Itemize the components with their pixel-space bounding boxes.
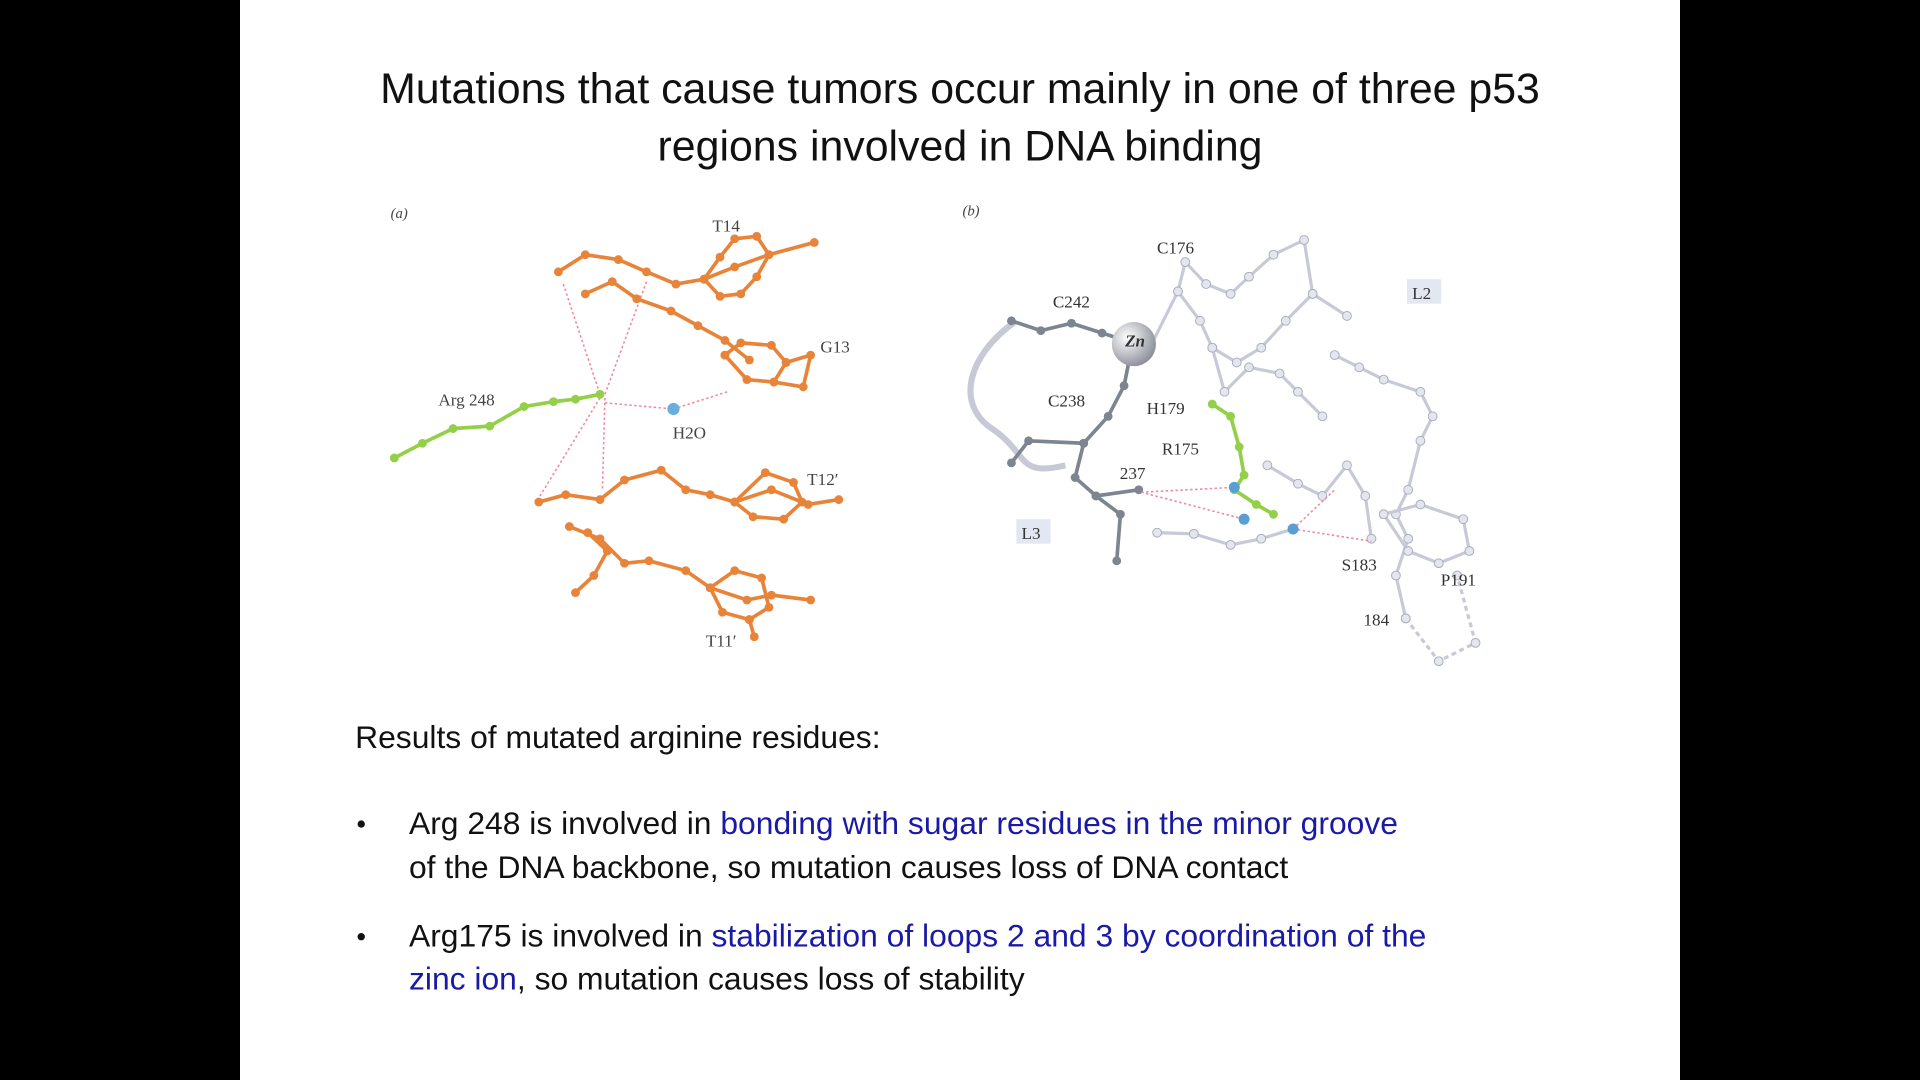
text-segment: bonding with sugar residues in the minor… bbox=[720, 805, 1398, 841]
molecule-a bbox=[389, 231, 844, 642]
heading: Results of mutated arginine residues: bbox=[355, 719, 880, 755]
molecule-label: P191 bbox=[1441, 570, 1476, 589]
molecule-label: T12′ bbox=[807, 470, 838, 489]
title-line: Mutations that cause tumors occur mainly… bbox=[380, 65, 1540, 113]
molecule-label: G13 bbox=[820, 338, 850, 357]
molecule-label: 184 bbox=[1363, 611, 1389, 630]
bullet-line: Arg 248 is involved in bonding with suga… bbox=[409, 805, 1398, 841]
molecule-label: C242 bbox=[1053, 292, 1090, 311]
molecule-label: L3 bbox=[1022, 524, 1041, 543]
molecule-label: T11′ bbox=[706, 632, 737, 651]
molecule-label: L2 bbox=[1412, 284, 1431, 303]
text-segment: Arg 248 is involved in bbox=[409, 805, 720, 841]
panel-label: (b) bbox=[962, 204, 979, 220]
molecule-label: S183 bbox=[1342, 556, 1377, 575]
panel-label: (a) bbox=[391, 206, 408, 222]
bullet-line: of the DNA backbone, so mutation causes … bbox=[409, 849, 1288, 885]
title-line: regions involved in DNA binding bbox=[658, 122, 1263, 170]
text-segment: of the DNA backbone, so mutation causes … bbox=[409, 849, 1288, 885]
molecule-b bbox=[967, 235, 1481, 667]
molecule-label: C176 bbox=[1157, 238, 1195, 257]
bullet-line: Arg175 is involved in stabilization of l… bbox=[409, 918, 1426, 954]
text-segment: Arg175 is involved in bbox=[409, 918, 712, 954]
text-segment: , so mutation causes loss of stability bbox=[517, 960, 1025, 996]
text-segment: zinc ion bbox=[409, 960, 517, 996]
bullet-dot bbox=[357, 933, 365, 941]
molecule-label: 237 bbox=[1120, 464, 1146, 483]
molecule-label: Arg 248 bbox=[438, 390, 494, 409]
bullet-line: zinc ion, so mutation causes loss of sta… bbox=[409, 960, 1025, 996]
molecule-label: T14 bbox=[712, 216, 740, 235]
molecule-label: R175 bbox=[1162, 439, 1199, 458]
molecule-label: H179 bbox=[1147, 399, 1185, 418]
bullet-dot bbox=[357, 820, 365, 828]
molecule-label: C238 bbox=[1048, 392, 1085, 411]
text-segment: stabilization of loops 2 and 3 by coordi… bbox=[712, 918, 1427, 954]
molecule-label: H2O bbox=[673, 423, 706, 442]
molecule-label: Zn bbox=[1124, 332, 1145, 351]
